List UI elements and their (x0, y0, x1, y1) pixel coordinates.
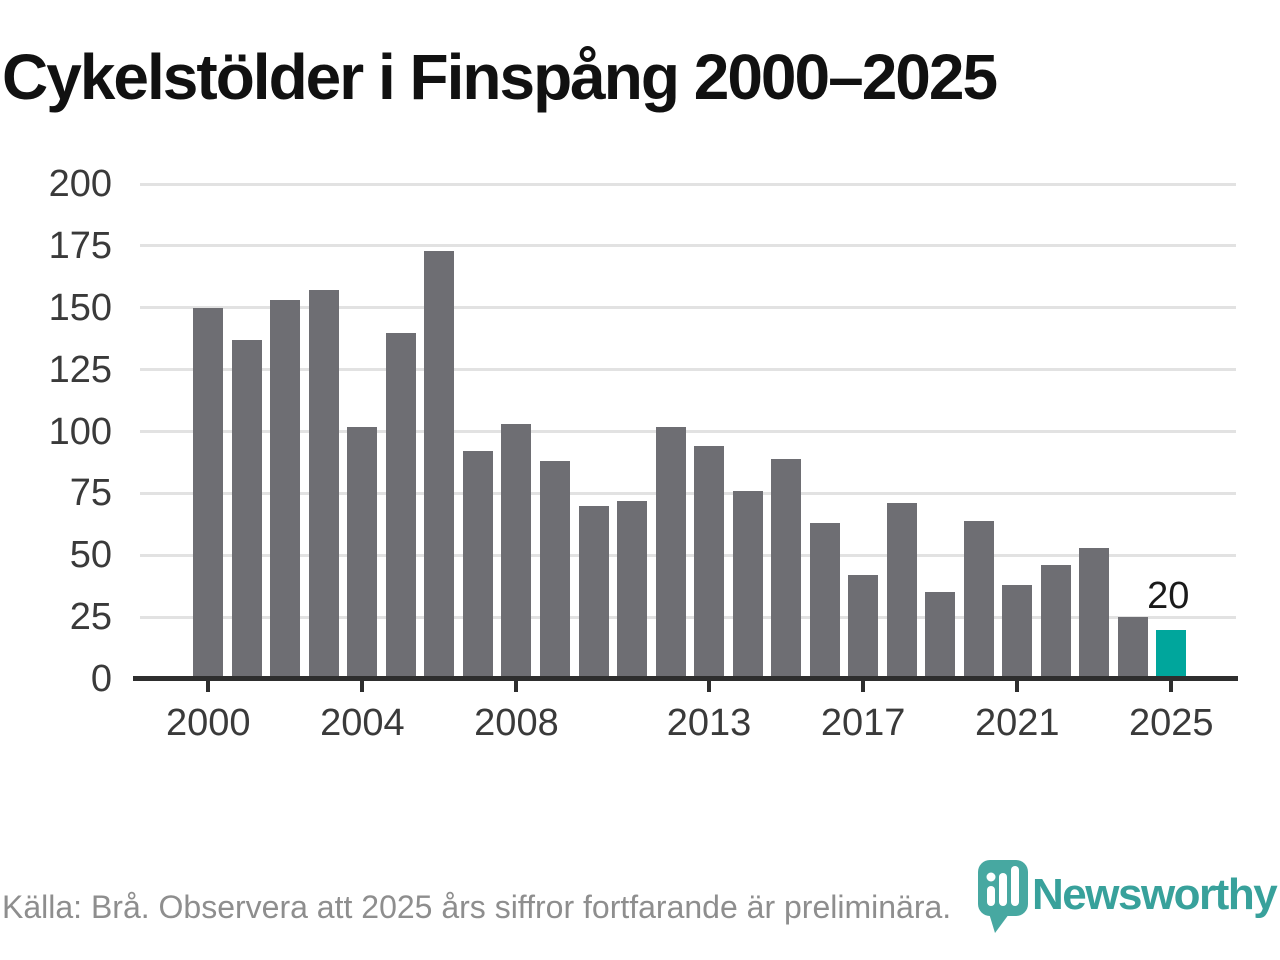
bar (1117, 617, 1148, 679)
x-axis-tick-label: 2017 (820, 702, 906, 744)
x-axis-tick (707, 681, 712, 692)
bar-value-label: 20 (1147, 574, 1190, 617)
x-axis-tick-label: 2013 (666, 702, 752, 744)
bar (385, 332, 416, 679)
y-axis-tick-label: 200 (48, 163, 112, 205)
gridline (140, 430, 1236, 433)
bar (655, 426, 686, 679)
bar (1079, 547, 1110, 679)
bar (694, 446, 725, 679)
bar (617, 500, 648, 679)
x-axis-tick-label: 2008 (474, 702, 559, 744)
x-axis-tick-label: 2000 (166, 702, 251, 744)
x-axis-tick-label: 2025 (1129, 702, 1214, 744)
x-axis-tick (514, 681, 519, 692)
bar (1040, 565, 1071, 679)
gridline (140, 368, 1236, 372)
newsworthy-logo-text: Newsworthy (1032, 870, 1278, 919)
y-axis-tick-label: 75 (69, 472, 112, 515)
y-axis-tick-label: 175 (48, 224, 112, 267)
bar-highlighted (1156, 629, 1187, 679)
bar (270, 300, 301, 679)
bar (539, 461, 570, 679)
bar (732, 490, 763, 679)
chart-title: Cykelstölder i Finspång 2000–2025 (2, 41, 998, 113)
gridline (140, 491, 1236, 495)
x-axis-line (133, 676, 1238, 681)
bar (848, 575, 879, 679)
gridline (140, 615, 1236, 619)
bar (424, 250, 455, 679)
y-axis-tick-label: 150 (48, 286, 112, 329)
bar (308, 290, 339, 679)
x-axis-tick (360, 681, 365, 692)
y-axis-tick-label: 50 (69, 534, 112, 577)
bar (771, 458, 802, 679)
bar (193, 307, 224, 679)
newsworthy-logo: Newsworthy (978, 860, 1278, 934)
gridline (140, 244, 1236, 248)
x-axis-tick (206, 681, 211, 692)
x-axis-tick (861, 681, 866, 692)
y-axis-tick-label: 125 (48, 348, 112, 391)
bar (501, 424, 532, 679)
source-note: Källa: Brå. Observera att 2025 års siffr… (2, 889, 952, 925)
gridline (140, 553, 1236, 557)
plot-area: 0 25 50 75 100 125 150 175 200 2000 2004 2008 2013 20… (48, 163, 1238, 744)
x-axis-tick (1169, 681, 1174, 692)
bar (347, 426, 378, 679)
gridline (140, 182, 1236, 186)
y-axis-tick-label: 100 (48, 410, 112, 453)
gridline (140, 306, 1236, 310)
bar (886, 503, 917, 679)
x-axis-tick-label: 2004 (320, 702, 405, 744)
newsworthy-pin-icon (978, 860, 1028, 933)
bar (925, 592, 956, 679)
bar (231, 339, 262, 679)
bar (578, 505, 609, 679)
bar (963, 520, 994, 679)
x-axis-tick (1015, 681, 1020, 692)
y-axis-tick-label: 25 (69, 596, 112, 639)
bar (462, 451, 493, 679)
x-axis-tick-label: 2021 (974, 702, 1060, 744)
bar (1002, 584, 1033, 679)
y-axis-tick-label: 0 (90, 658, 112, 700)
bar (809, 523, 840, 679)
